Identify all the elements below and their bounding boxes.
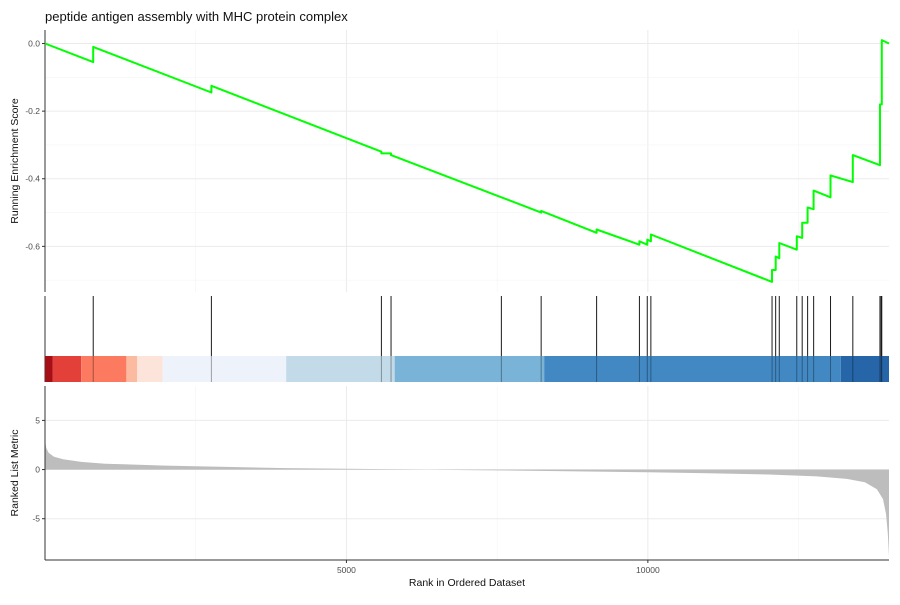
y-tick-label: 5	[35, 415, 40, 425]
x-axis-label: Rank in Ordered Dataset	[409, 577, 525, 589]
color-band-segment	[162, 356, 287, 382]
x-tick-label: 5000	[337, 565, 356, 575]
color-band-panel	[45, 356, 889, 382]
running-score-panel: 0.0 -0.2 -0.4 -0.6	[25, 30, 890, 292]
ranked-metric-axis-label: Ranked List Metric	[9, 430, 21, 517]
running-score-line	[44, 39, 890, 283]
color-band-segment	[394, 356, 545, 382]
color-band-segment	[840, 356, 889, 382]
y-tick-label: -0.6	[25, 241, 40, 251]
chart-title: peptide antigen assembly with MHC protei…	[45, 9, 348, 24]
color-band-segment	[126, 356, 138, 382]
ranked-metric-panel: 5 0 -5 5000 10000	[32, 386, 889, 575]
color-band-segment	[137, 356, 163, 382]
ranked-metric-area	[45, 440, 889, 557]
y-tick-label: 0	[35, 465, 40, 475]
color-band-segment	[45, 356, 53, 382]
color-band-segment	[52, 356, 82, 382]
color-band-segment	[544, 356, 841, 382]
y-tick-label: -0.4	[25, 174, 40, 184]
y-tick-label: -5	[32, 514, 40, 524]
y-tick-label: 0.0	[28, 39, 40, 49]
color-band-segment	[81, 356, 127, 382]
x-tick-label: 10000	[636, 565, 660, 575]
color-band-segment	[286, 356, 395, 382]
running-score-axis-label: Running Enrichment Score	[9, 98, 21, 224]
y-tick-label: -0.2	[25, 106, 40, 116]
